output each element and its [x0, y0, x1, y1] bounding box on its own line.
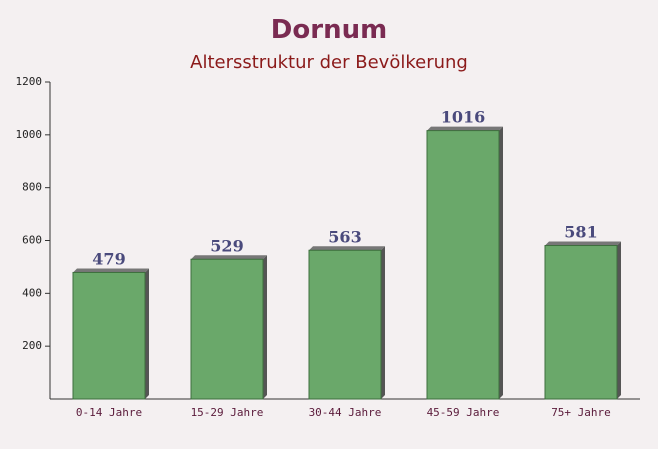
bar-shadow [145, 268, 149, 399]
bar-top [545, 241, 621, 246]
x-tick-label: 75+ Jahre [551, 406, 611, 419]
bar-shadow [617, 241, 621, 399]
y-tick-label: 1000 [16, 128, 43, 141]
y-tick-label: 800 [22, 181, 42, 194]
y-tick-label: 1200 [16, 75, 43, 88]
y-tick-label: 600 [22, 234, 42, 247]
value-label: 529 [210, 236, 243, 255]
bar [190, 258, 264, 400]
bar-top [427, 126, 503, 131]
x-tick-label: 0-14 Jahre [76, 406, 142, 419]
value-label: 1016 [441, 108, 486, 127]
bar-shadow [263, 255, 267, 399]
value-label: 563 [328, 227, 361, 246]
bar-shadow [381, 246, 385, 399]
bar [426, 130, 500, 400]
bar [72, 271, 146, 400]
bar-shadow [499, 126, 503, 400]
chart-title: Dornum [271, 15, 387, 45]
bar [308, 249, 382, 400]
bar-top [309, 246, 385, 251]
y-tick-label: 200 [22, 339, 42, 352]
value-label: 581 [564, 223, 597, 242]
x-tick-label: 45-59 Jahre [427, 406, 500, 419]
value-label: 479 [92, 249, 125, 268]
x-tick-label: 15-29 Jahre [191, 406, 264, 419]
y-tick-label: 400 [22, 286, 42, 299]
bar-top [191, 255, 267, 260]
x-tick-label: 30-44 Jahre [309, 406, 382, 419]
chart-subtitle: Altersstruktur der Bevölkerung [190, 52, 468, 73]
bar [544, 245, 618, 400]
bar-top [73, 268, 149, 273]
